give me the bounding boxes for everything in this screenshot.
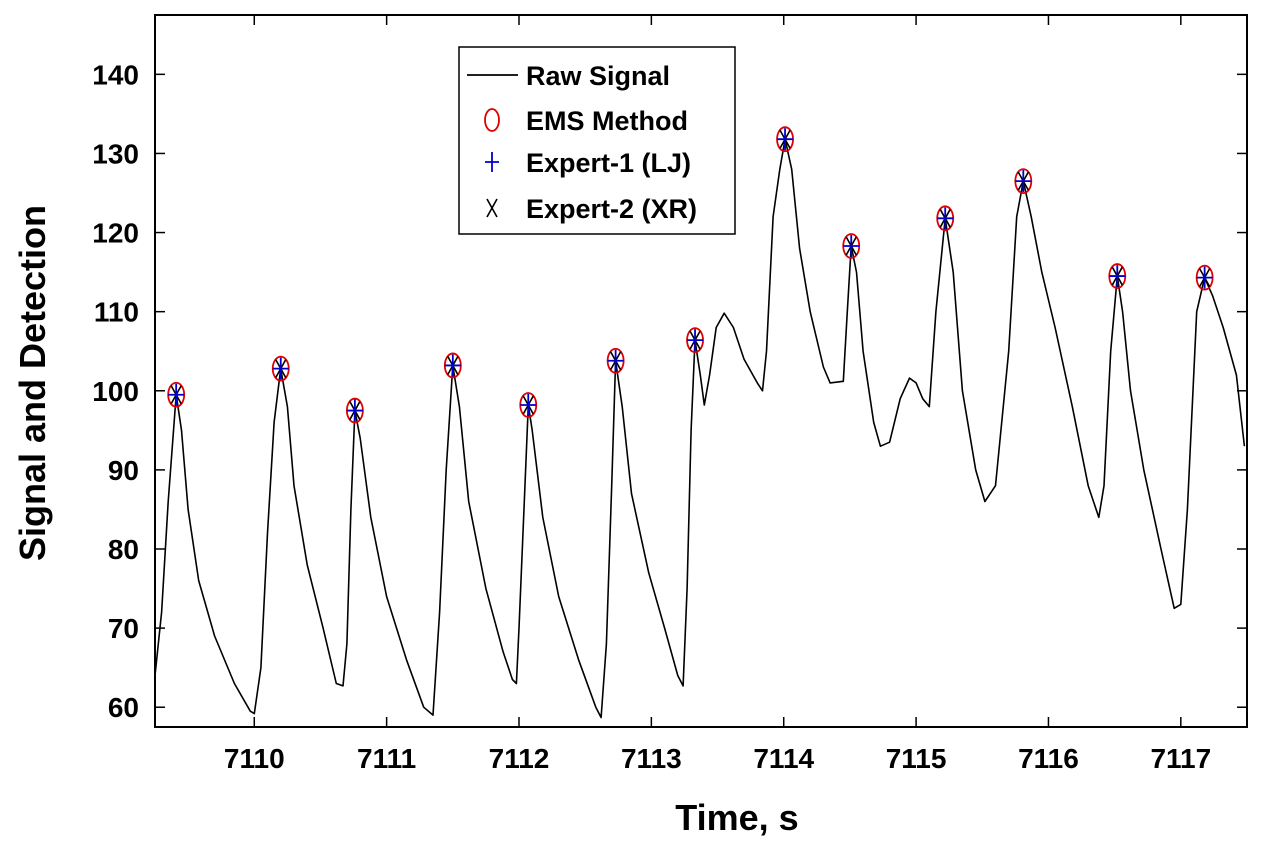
legend-label: EMS Method	[526, 106, 688, 136]
expert1-detection-marker	[346, 399, 363, 422]
expert1-detection-marker	[1196, 266, 1213, 289]
y-tick-label: 130	[92, 138, 139, 169]
expert1-detection-marker	[520, 394, 537, 417]
series-layer	[155, 138, 1246, 719]
y-tick-label: 70	[108, 613, 139, 644]
legend-label: Raw Signal	[526, 61, 670, 91]
x-axis-title: Time, s	[675, 797, 798, 838]
plot-area-frame	[154, 14, 1248, 728]
expert1-detection-marker	[272, 357, 289, 380]
legend-x-swatch	[486, 198, 498, 218]
expert1-detection-marker	[168, 383, 185, 406]
x-tick-label: 7117	[1150, 743, 1211, 774]
y-tick-label: 140	[92, 59, 139, 90]
legend-box	[458, 46, 736, 235]
y-tick-label: 60	[108, 692, 139, 723]
expert1-detection-marker	[687, 329, 704, 352]
legend: Raw Signal EMS Method Expert-1 (LJ) Expert-…	[458, 46, 736, 235]
legend-label: Expert-2 (XR)	[526, 194, 697, 224]
x-tick-label: 7111	[357, 743, 416, 774]
x-tick-label: 7112	[489, 743, 550, 774]
expert1-detection-marker	[1109, 265, 1126, 288]
x-axis: 7110 7111 7112 7113 7114 7115 7116 7117	[224, 15, 1211, 774]
expert1-detection-marker	[843, 235, 860, 258]
expert1-detection-marker	[444, 354, 461, 377]
y-axis: 60 70 80 90 100 110 120 130 140	[92, 59, 1247, 723]
x-tick-label: 7113	[621, 743, 682, 774]
y-tick-label: 100	[92, 376, 139, 407]
legend-ellipse-swatch	[484, 108, 500, 132]
y-tick-label: 110	[94, 297, 139, 328]
expert1-detection-marker	[937, 207, 954, 230]
raw-signal-line	[155, 138, 1246, 719]
legend-label: Expert-1 (LJ)	[526, 148, 691, 178]
expert1-detection-marker	[607, 349, 624, 372]
x-tick-label: 7110	[224, 743, 285, 774]
expert1-detection-marker	[777, 128, 794, 151]
y-tick-label: 120	[92, 218, 139, 249]
y-tick-label: 90	[108, 455, 139, 486]
y-tick-label: 80	[108, 534, 139, 565]
x-tick-label: 7115	[886, 743, 947, 774]
detection-markers	[167, 126, 1214, 424]
x-tick-label: 7114	[753, 743, 814, 774]
expert1-detection-marker	[1015, 170, 1032, 193]
legend-plus-swatch	[485, 152, 499, 172]
x-tick-label: 7116	[1018, 743, 1079, 774]
y-axis-title: Signal and Detection	[12, 205, 53, 561]
